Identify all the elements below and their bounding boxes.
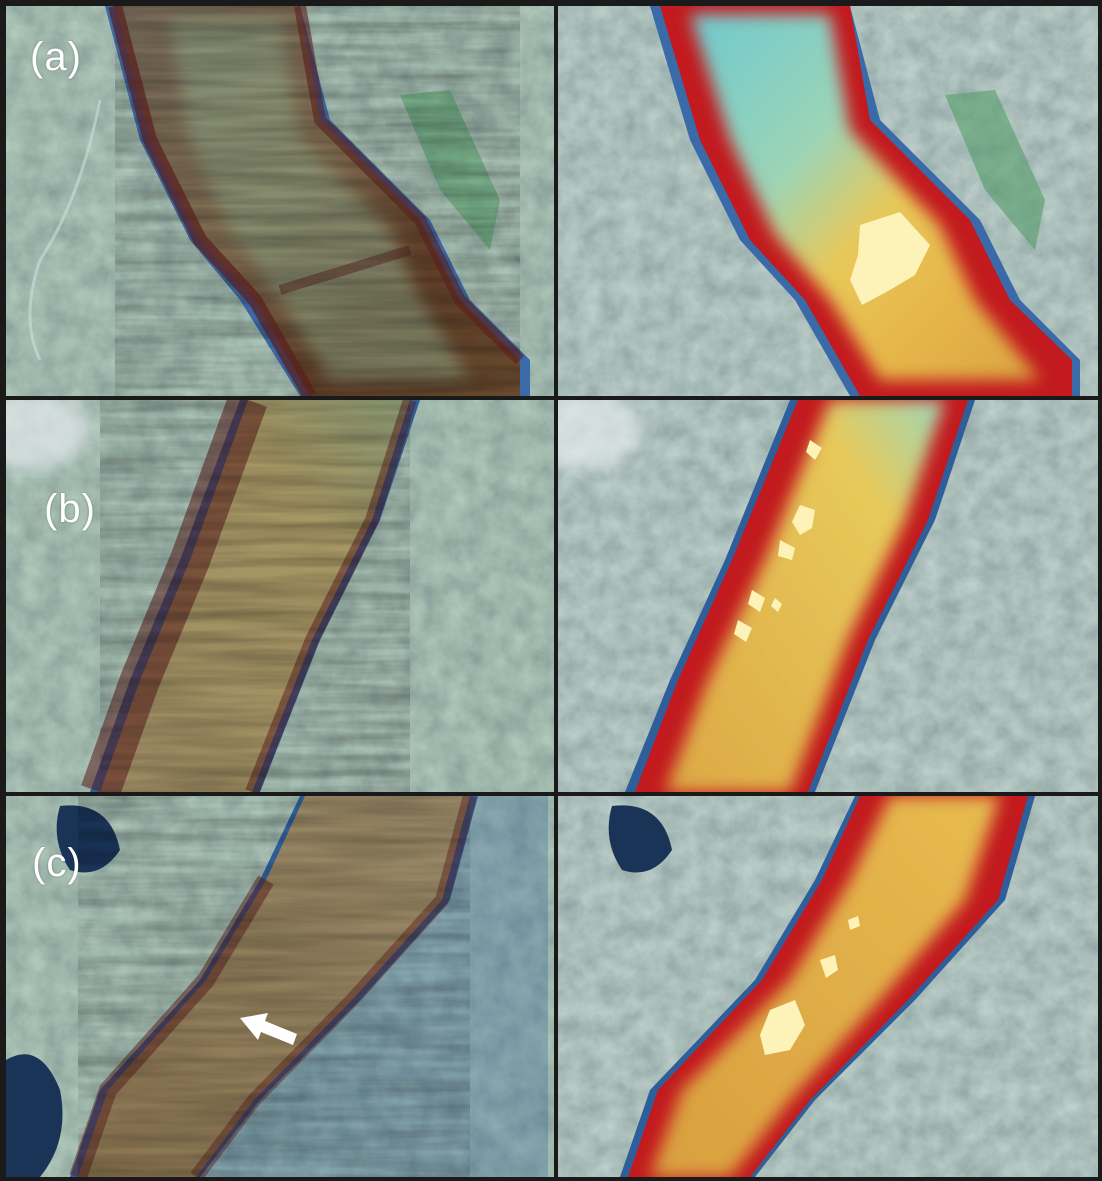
landslide-highlight-a [850,212,930,305]
panel-label-a: (a) [30,35,82,79]
panel-b-raw-bathymetry [6,400,554,792]
panel-a-raw-bathymetry [6,6,554,396]
panel-c-raw-bathymetry [6,796,554,1177]
panel-label-c: (c) [32,841,82,885]
panel-label-b: (b) [44,487,96,531]
white-arrow-icon [240,1013,297,1045]
panel-c-shaded-relief [558,796,1098,1177]
panel-b-shaded-relief [558,400,1098,792]
panel-a-shaded-relief [558,6,1098,396]
